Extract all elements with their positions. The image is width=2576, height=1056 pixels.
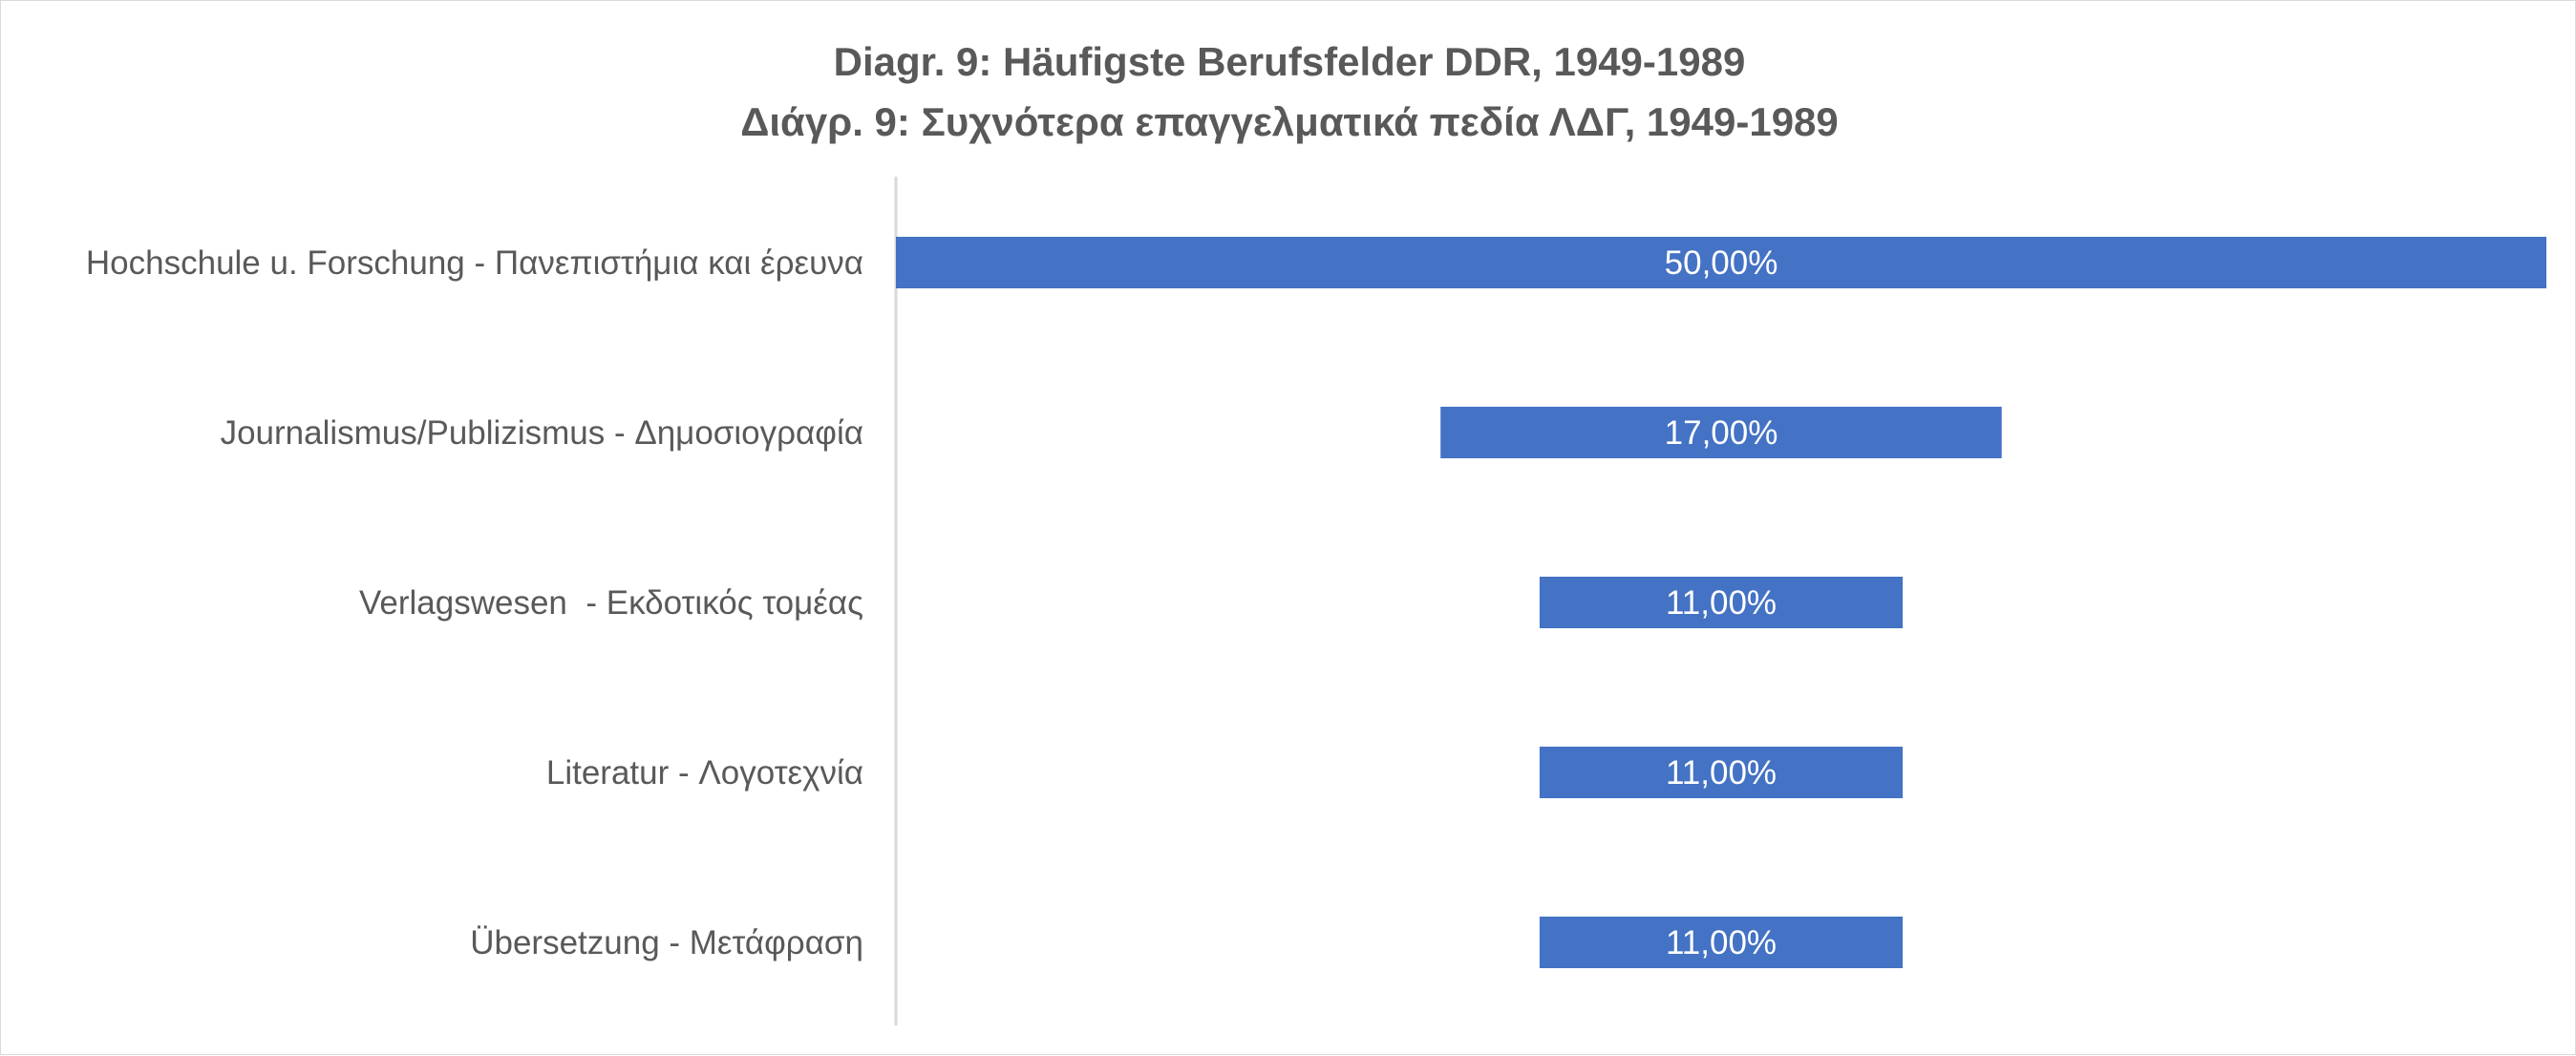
bars-layer: 50,00% Hochschule u. Forschung - Πανεπιστ…	[86, 237, 2546, 968]
category-label-1: Hochschule u. Forschung - Πανεπιστήμια κ…	[86, 244, 863, 282]
bar-2	[1440, 407, 2002, 458]
data-label-3: 11,00%	[1666, 584, 1777, 622]
chart-title-line-1: Diagr. 9: Häufigste Berufsfelder DDR, 19…	[834, 39, 1746, 84]
bar-3	[1539, 577, 1904, 628]
chart-title-line-2: Διάγρ. 9: Συχνότερα επαγγελματικά πεδία …	[740, 99, 1839, 144]
data-label-1: 50,00%	[1665, 244, 1778, 282]
category-label-3: Verlagswesen - Εκδοτικός τομέας	[359, 584, 863, 622]
category-label-5: Übersetzung - Μετάφραση	[470, 924, 863, 961]
data-label-5: 11,00%	[1666, 924, 1777, 961]
bar-1	[896, 237, 2546, 288]
bar-5	[1539, 917, 1904, 968]
bar-4	[1539, 747, 1904, 798]
data-label-4: 11,00%	[1666, 754, 1777, 792]
data-label-2: 17,00%	[1665, 414, 1778, 452]
category-label-4: Literatur - Λογοτεχνία	[546, 754, 863, 792]
category-label-2: Journalismus/Publizismus - Δημοσιογραφία	[221, 414, 863, 452]
